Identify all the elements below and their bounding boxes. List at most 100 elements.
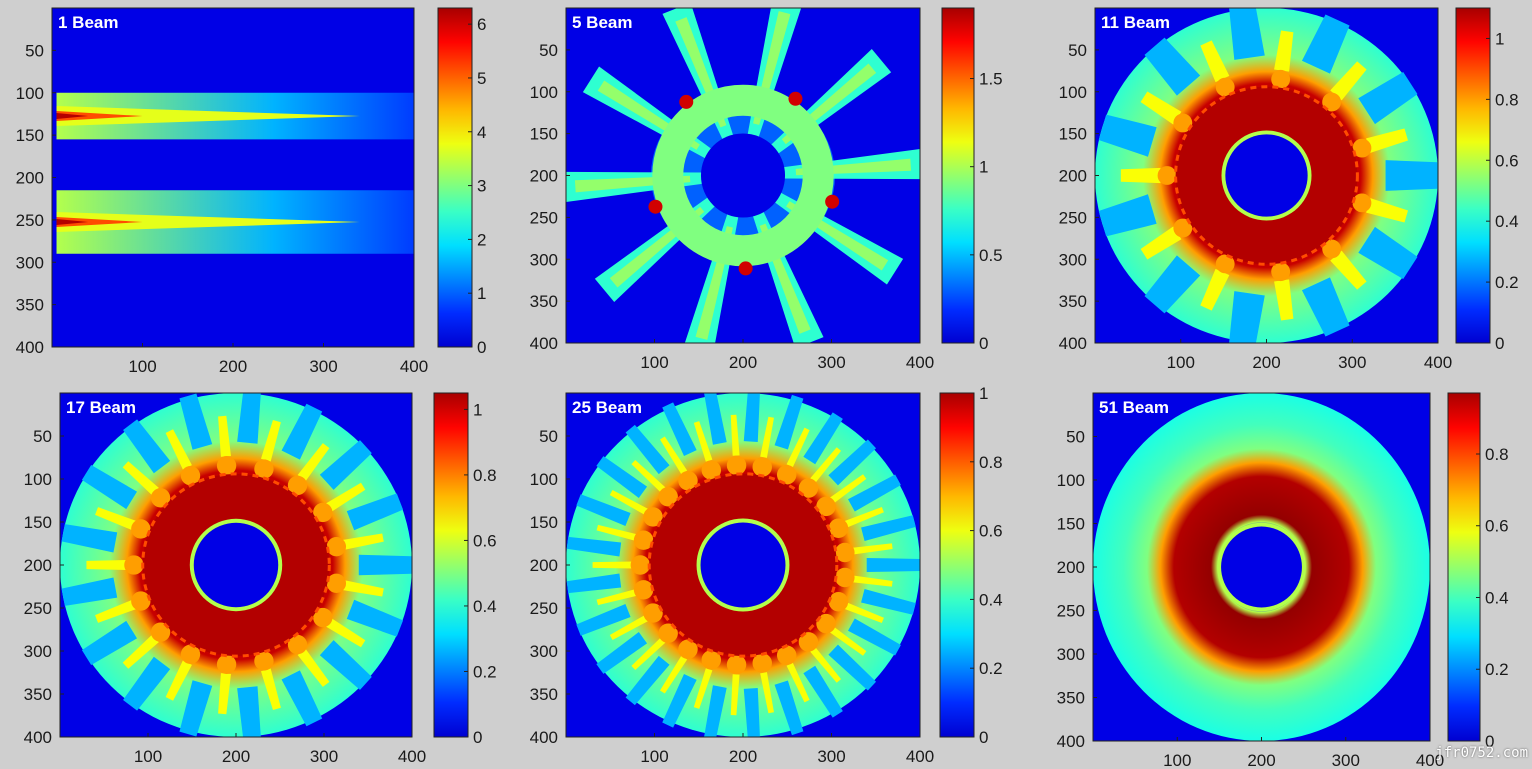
panel-title: 17 Beam bbox=[66, 398, 136, 417]
beam-gap bbox=[123, 419, 171, 474]
beam-core bbox=[56, 211, 360, 232]
hotspot bbox=[131, 519, 151, 539]
hotspot bbox=[776, 645, 797, 666]
beam-gap bbox=[81, 620, 138, 665]
y-tick-label: 150 bbox=[1057, 515, 1085, 534]
y-tick-label: 100 bbox=[1059, 83, 1087, 102]
hotspot bbox=[180, 644, 201, 664]
y-tick-label: 50 bbox=[1066, 428, 1085, 447]
beam-ridge bbox=[260, 668, 281, 710]
hotspot bbox=[658, 623, 678, 644]
beam-ridge bbox=[843, 506, 884, 528]
hotspot bbox=[726, 654, 747, 675]
hotspot bbox=[216, 654, 237, 675]
beam-gap bbox=[81, 465, 138, 510]
beam-gap bbox=[662, 402, 697, 457]
beam-gap bbox=[281, 403, 323, 460]
x-tick-label: 200 bbox=[222, 747, 250, 766]
y-tick-label: 250 bbox=[1059, 208, 1087, 227]
target-hole bbox=[700, 522, 786, 608]
hotspot bbox=[726, 455, 747, 476]
beam-ridge bbox=[843, 602, 884, 624]
heatmap-image bbox=[52, 8, 414, 347]
beam-gap bbox=[1385, 160, 1438, 191]
y-tick-label: 350 bbox=[24, 685, 52, 704]
x-tick-label: 400 bbox=[400, 357, 428, 376]
beam-ridge bbox=[1200, 40, 1230, 83]
x-tick-label: 300 bbox=[817, 747, 845, 766]
beam-ridge bbox=[810, 447, 842, 483]
beam-gap bbox=[1301, 277, 1350, 337]
beam-core bbox=[56, 113, 89, 120]
hotspot bbox=[828, 591, 849, 612]
colorbar-tick-label: 0.8 bbox=[979, 453, 1003, 472]
beam-gap bbox=[625, 424, 670, 475]
hotspot bbox=[798, 632, 819, 652]
hotspot bbox=[633, 580, 654, 600]
beam-gap bbox=[237, 393, 261, 444]
x-tick-label: 100 bbox=[640, 747, 668, 766]
hotspot bbox=[798, 478, 819, 498]
colorbar-tick-label: 2 bbox=[477, 230, 486, 249]
colorbar-tick-label: 0.5 bbox=[979, 246, 1003, 265]
beam-gap bbox=[358, 554, 412, 576]
heatmap-image bbox=[1095, 8, 1438, 343]
target-hole bbox=[193, 522, 279, 608]
colorbar bbox=[433, 392, 469, 738]
beam-ridge bbox=[596, 524, 638, 542]
beam-gap bbox=[319, 440, 372, 490]
beam-ridge bbox=[1200, 268, 1230, 311]
y-tick-label: 250 bbox=[16, 211, 44, 230]
hotspot bbox=[150, 622, 171, 642]
beam-gap bbox=[1229, 8, 1265, 60]
beam-ridge bbox=[592, 561, 634, 569]
hotspot bbox=[1215, 77, 1235, 97]
beam-gap bbox=[704, 393, 727, 445]
beam-gap bbox=[281, 670, 323, 727]
y-tick-label: 200 bbox=[530, 556, 558, 575]
beam-gap bbox=[1144, 255, 1201, 314]
y-tick-label: 400 bbox=[1057, 732, 1085, 751]
ring-edge bbox=[1174, 85, 1359, 266]
colorbar-tick-label: 3 bbox=[477, 177, 486, 196]
beam-gap bbox=[123, 656, 171, 711]
ring-edge bbox=[141, 472, 331, 658]
colorbar-tick-label: 0.4 bbox=[473, 597, 497, 616]
target-hole bbox=[1221, 526, 1302, 608]
panel-51-beam: 51 Beam 50 100 150 200 250 300 350 400 100 200 300 4… bbox=[1057, 392, 1509, 769]
hotspot bbox=[816, 496, 836, 517]
y-tick-label: 100 bbox=[1057, 471, 1085, 490]
beam-gap bbox=[861, 588, 916, 615]
beam-gap bbox=[704, 685, 727, 737]
beam-gap bbox=[1229, 291, 1265, 343]
beam-ridge bbox=[660, 436, 688, 475]
beam-ridge bbox=[851, 543, 893, 555]
colorbar-tick-label: 1 bbox=[473, 400, 482, 419]
y-tick-label: 400 bbox=[530, 728, 558, 747]
hotspot bbox=[678, 471, 698, 491]
beam-ridge bbox=[95, 599, 137, 623]
beam-gap bbox=[625, 655, 670, 706]
colorbar-tick-label: 0.2 bbox=[1495, 273, 1519, 292]
y-tick-label: 150 bbox=[530, 125, 558, 144]
y-tick-label: 300 bbox=[530, 250, 558, 269]
hotspot bbox=[679, 94, 694, 109]
y-tick-label: 400 bbox=[24, 728, 52, 747]
hotspot bbox=[828, 518, 849, 539]
y-tick-label: 50 bbox=[1068, 41, 1087, 60]
colorbar bbox=[939, 392, 975, 738]
panel-25-beam: 25 Beam 50 100 150 200 250 300 350 400 100 200 300 4… bbox=[530, 384, 1003, 766]
colorbar-tick-label: 0 bbox=[477, 338, 486, 357]
y-tick-label: 50 bbox=[33, 427, 52, 446]
y-tick-label: 400 bbox=[1059, 334, 1087, 353]
colorbar-tick-label: 0.4 bbox=[1485, 588, 1509, 607]
beam-ridge bbox=[326, 482, 366, 512]
beam-ridge bbox=[609, 614, 649, 640]
hotspot bbox=[287, 634, 308, 655]
beam-ridge bbox=[218, 673, 231, 715]
beam-gap bbox=[803, 665, 843, 718]
beam-ridge bbox=[829, 474, 867, 504]
colorbar-tick-label: 6 bbox=[477, 15, 486, 34]
colorbar-tick-label: 0.6 bbox=[1495, 151, 1519, 170]
beam-ridge bbox=[165, 429, 192, 470]
